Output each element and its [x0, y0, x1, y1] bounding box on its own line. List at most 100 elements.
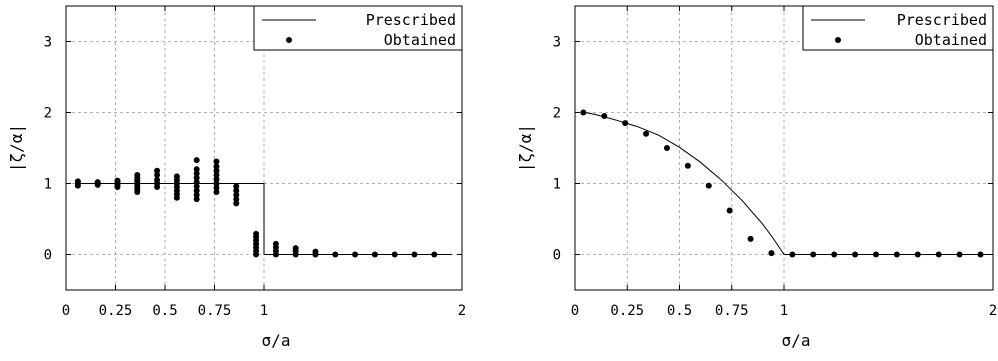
chart-2-ytick-label-0: 0	[553, 248, 561, 264]
chart-1-xtick-label-3: 0.75	[198, 303, 232, 319]
chart-2-point-15	[893, 251, 900, 258]
chart-2-xtick-label-3: 0.75	[715, 303, 749, 319]
chart-1-point-2	[74, 178, 81, 185]
chart-1-legend-swatch-obtained	[286, 37, 292, 43]
chart-2-point-11	[810, 251, 817, 258]
chart-1-point-66	[312, 248, 319, 255]
chart-1-point-67	[332, 251, 339, 258]
chart-1-xtick-label-2: 0.5	[152, 303, 177, 319]
chart-1-point-20	[154, 171, 161, 178]
chart-1-point-45	[213, 158, 220, 165]
chart-2-ytick-label-1: 1	[553, 177, 561, 193]
chart-1-point-16	[134, 171, 141, 178]
chart-1-point-37	[193, 157, 200, 164]
chart-1-series-obtained	[74, 157, 438, 258]
chart-1-point-9	[114, 177, 121, 184]
chart-1-point-31	[193, 187, 200, 194]
chart-2-point-14	[872, 251, 879, 258]
chart-1-xtick-label-5: 2	[458, 303, 466, 319]
chart-1-point-41	[213, 176, 220, 183]
chart-2-point-0	[580, 109, 587, 116]
chart-1-point-50	[233, 183, 240, 190]
chart-1-point-35	[193, 170, 200, 177]
chart-2-xtick-label-5: 2	[989, 303, 997, 319]
chart-1-point-29	[193, 196, 200, 203]
chart-1-point-72	[431, 251, 438, 258]
chart-1-point-21	[154, 167, 161, 174]
chart-2-xtick-label-2: 0.5	[667, 303, 692, 319]
chart-2-xtick-label-1: 0.25	[610, 303, 644, 319]
chart-1-xtick-label-0: 0	[62, 303, 70, 319]
chart-2-series-obtained	[580, 109, 984, 258]
chart-1-point-38	[213, 189, 220, 196]
chart-1-ytick-label-2: 2	[44, 106, 52, 122]
chart-1-legend: Prescribed Obtained	[253, 5, 463, 51]
chart-1-point-43	[213, 167, 220, 174]
chart-2-point-4	[663, 145, 670, 151]
chart-1-point-69	[371, 251, 378, 258]
chart-1-point-30	[193, 191, 200, 198]
chart-1-point-61	[272, 240, 279, 247]
chart-2-point-13	[852, 251, 859, 258]
chart-1-point-32	[193, 183, 200, 190]
chart-2-point-18	[956, 251, 963, 258]
chart-1-point-64	[292, 245, 299, 252]
chart-2-xtick-label-4: 1	[780, 303, 788, 319]
chart-1-point-28	[173, 173, 180, 180]
chart-1-point-39	[213, 184, 220, 191]
chart-1-point-70	[391, 251, 398, 258]
chart-2-point-3	[643, 130, 650, 137]
chart-2-point-9	[768, 250, 775, 257]
chart-1-point-33	[193, 179, 200, 186]
chart-1: 0 0.25 0.5 0.75 1 2 0 1 2 3 σ/a |ζ/α| Prescribed Obta…	[7, 5, 466, 350]
chart-1-ylabel: |ζ/α|	[7, 124, 26, 172]
chart-2: 0 0.25 0.5 0.75 1 2 0 1 2 3 σ/a |ζ/α| Prescribed Obta…	[516, 5, 997, 350]
chart-2-point-8	[747, 235, 754, 242]
chart-1-point-71	[411, 251, 418, 258]
chart-1-point-40	[213, 180, 220, 187]
chart-1-point-48	[233, 191, 240, 198]
chart-1-point-19	[154, 176, 161, 183]
chart-1-point-42	[213, 171, 220, 178]
chart-2-series-prescribed-line	[585, 112, 993, 255]
chart-2-legend: Prescribed Obtained	[802, 5, 994, 51]
chart-1-point-34	[193, 174, 200, 181]
chart-1-point-5	[94, 179, 101, 186]
chart-2-point-10	[789, 251, 796, 258]
chart-2-legend-box	[802, 5, 994, 51]
chart-2-xlabel: σ/a	[782, 331, 811, 350]
chart-1-point-44	[213, 163, 220, 170]
chart-1-point-46	[233, 200, 240, 207]
chart-2-xtick-label-0: 0	[571, 303, 579, 319]
chart-2-point-16	[914, 251, 921, 258]
chart-2-point-19	[977, 251, 984, 258]
chart-2-point-6	[705, 182, 712, 189]
chart-2-point-7	[726, 207, 733, 214]
chart-2-point-5	[684, 162, 691, 169]
chart-2-ylabel: |ζ/α|	[516, 124, 535, 172]
chart-2-point-17	[935, 251, 942, 258]
chart-2-legend-swatch-obtained	[835, 37, 841, 43]
chart-1-xlabel: σ/a	[262, 331, 291, 350]
chart-1-ytick-label-0: 0	[44, 248, 52, 264]
chart-2-point-12	[831, 251, 838, 258]
chart-2-point-2	[622, 120, 629, 127]
chart-2-legend-label-1: Obtained	[915, 31, 987, 49]
chart-1-legend-label-1: Obtained	[384, 31, 456, 49]
chart-1-legend-label-0: Prescribed	[366, 11, 456, 29]
chart-1-ytick-label-1: 1	[44, 177, 52, 193]
chart-1-point-68	[352, 251, 359, 258]
chart-2-point-1	[601, 113, 608, 120]
chart-2-ytick-label-3: 3	[553, 35, 561, 51]
chart-1-point-57	[253, 230, 260, 237]
chart-1-point-49	[233, 187, 240, 194]
chart-2-legend-label-0: Prescribed	[897, 11, 987, 29]
chart-1-point-36	[193, 166, 200, 173]
chart-1-point-47	[233, 196, 240, 203]
chart-1-series-prescribed-line	[75, 183, 453, 255]
chart-1-xtick-label-4: 1	[260, 303, 268, 319]
chart-1-xtick-label-1: 0.25	[99, 303, 133, 319]
chart-2-ytick-label-2: 2	[553, 106, 561, 122]
